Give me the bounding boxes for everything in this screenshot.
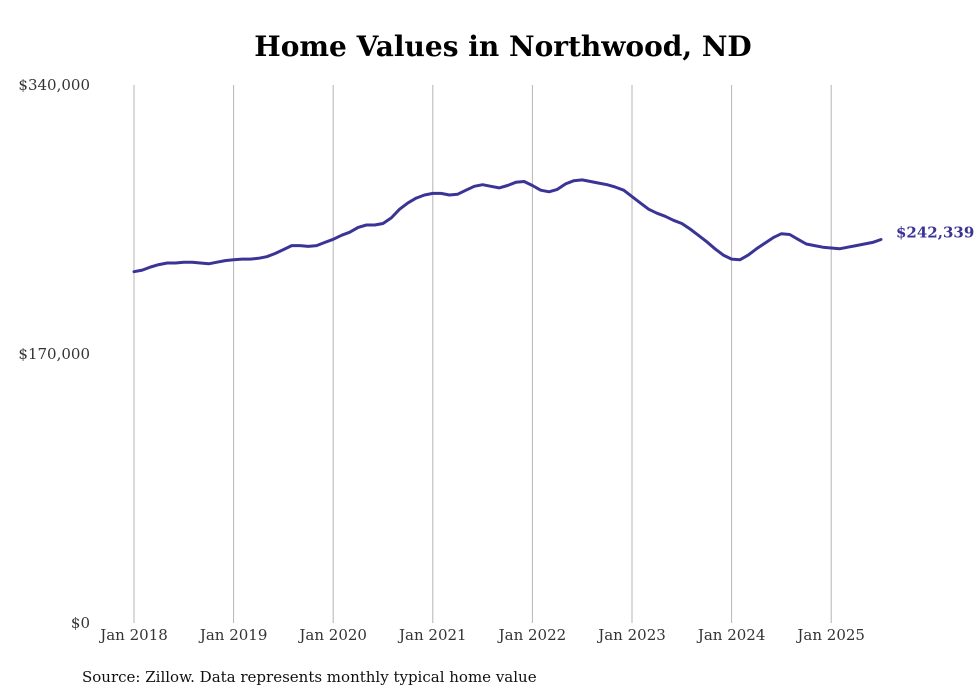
series-end-label: $242,339 [896, 224, 974, 242]
y-tick-label: $170,000 [18, 345, 90, 363]
x-tick-label: Jan 2021 [397, 626, 467, 644]
x-tick-label: Jan 2019 [198, 626, 268, 644]
y-tick-label: $0 [71, 614, 90, 632]
source-note: Source: Zillow. Data represents monthly … [82, 668, 537, 686]
grid-lines [133, 85, 832, 623]
x-tick-label: Jan 2023 [596, 626, 666, 644]
y-tick-label: $340,000 [18, 76, 90, 94]
series-group: $242,339 [132, 178, 974, 274]
x-axis: Jan 2018 Jan 2019 Jan 2020 Jan 2021 Jan 2022… [98, 626, 865, 644]
chart-title: Home Values in Northwood, ND [254, 30, 752, 63]
x-tick-label: Jan 2024 [696, 626, 766, 644]
x-tick-label: Jan 2022 [497, 626, 567, 644]
y-axis: $0 $170,000 $340,000 [18, 76, 90, 632]
series-line-0 [132, 178, 883, 274]
x-tick-label: Jan 2020 [297, 626, 367, 644]
x-tick-label: Jan 2025 [795, 626, 865, 644]
x-tick-label: Jan 2018 [98, 626, 168, 644]
